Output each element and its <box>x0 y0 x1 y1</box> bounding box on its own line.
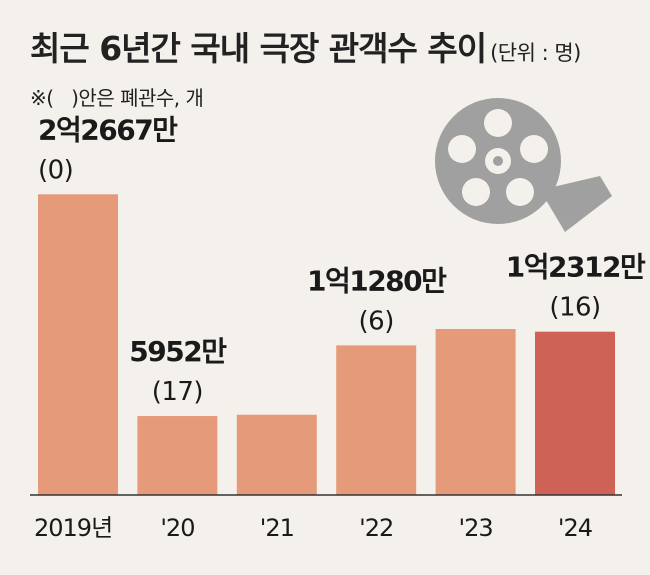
value-label-3: 1억1280만 <box>307 264 447 297</box>
film-reel-icon <box>435 98 612 232</box>
closure-note: ※( )안은 폐관수, 개 <box>30 86 204 110</box>
bar-4 <box>435 328 516 495</box>
x-tick-0: 2019년 <box>34 514 112 542</box>
unit-label: (단위 : 명) <box>490 41 581 65</box>
x-tick-5: '24 <box>558 514 592 542</box>
value-label-1: 5952만 <box>129 335 227 368</box>
bar-1 <box>137 416 218 495</box>
closure-label-0: (0) <box>38 155 73 185</box>
chart-title: 최근 6년간 국내 극장 관객수 추이 <box>30 29 487 68</box>
bar-2 <box>236 414 317 495</box>
title-row: 최근 6년간 국내 극장 관객수 추이 (단위 : 명) <box>30 22 581 70</box>
value-label-0: 2억2667만 <box>38 113 178 146</box>
value-label-5: 1억2312만 <box>506 251 646 284</box>
closure-label-3: (6) <box>359 306 394 336</box>
bar-3 <box>336 345 417 495</box>
x-tick-2: '21 <box>260 514 294 542</box>
bar-5 <box>535 331 615 495</box>
x-tick-1: '20 <box>160 514 194 542</box>
closure-label-5: (16) <box>549 293 600 323</box>
x-tick-4: '23 <box>459 514 493 542</box>
closure-label-1: (17) <box>152 377 203 407</box>
x-tick-3: '22 <box>359 514 393 542</box>
bars-group: (0) 2억2667만 2019년 (17) 5952만 '20 '21 (6) 1억1280만… <box>34 113 647 542</box>
bar-0 <box>38 194 118 495</box>
